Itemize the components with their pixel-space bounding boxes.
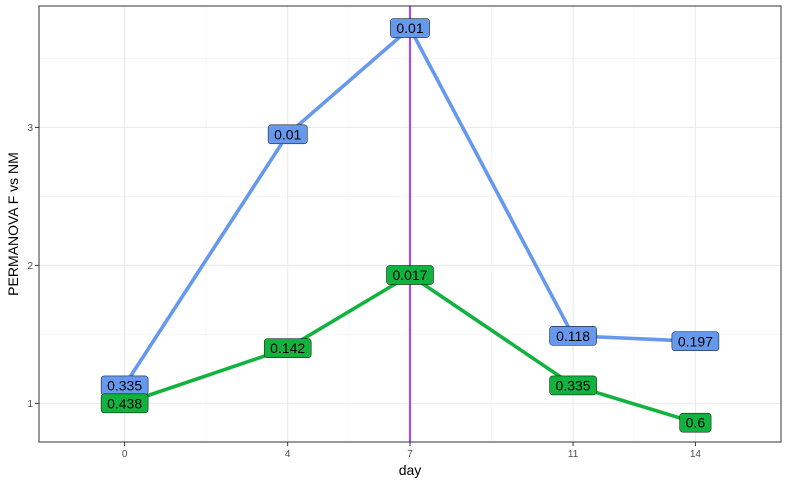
- series-2-data-label: 0.017: [392, 267, 427, 283]
- series-2-data-label: 0.6: [686, 415, 706, 431]
- x-tick-label: 14: [690, 449, 702, 460]
- series-2-data-label-box: [263, 338, 312, 358]
- y-tick-label: 3: [27, 123, 33, 134]
- x-tick-label: 11: [568, 449, 579, 460]
- series-1-data-label-box: [267, 124, 308, 145]
- series-2-data-label-box: [549, 375, 597, 396]
- x-tick-label: 0: [122, 449, 128, 460]
- y-axis-title: PERMANOVA F vs NM: [5, 152, 21, 296]
- series-1-data-label: 0.197: [678, 333, 713, 349]
- series-2-data-label-box: [100, 393, 149, 414]
- series-1-data-label-box: [549, 326, 597, 346]
- series-2-data-label-box: [679, 412, 712, 433]
- series-1-data-label: 0.01: [396, 20, 423, 36]
- series-2-data-label: 0.438: [107, 395, 142, 411]
- series-1-data-label: 0.118: [556, 328, 590, 344]
- series-1-data-label-box: [390, 18, 430, 38]
- series-1-data-label: 0.335: [107, 377, 142, 393]
- data-label-layer: 0.335 0.01 0.01 0.118 0.197 0.438 0.142 0.017 0.…: [100, 18, 720, 433]
- series-2-data-label-box: [386, 265, 434, 285]
- series-2-data-label: 0.335: [556, 377, 591, 393]
- y-tick-label: 2: [27, 261, 33, 272]
- y-tick-label: 1: [27, 399, 33, 410]
- x-axis-ticks: 0 4 7 11 14: [122, 442, 702, 460]
- y-axis-ticks: 1 2 3: [27, 123, 39, 410]
- series-1-data-label: 0.01: [274, 126, 301, 142]
- series-1-data-label-box: [671, 331, 720, 352]
- x-tick-label: 7: [407, 449, 413, 460]
- series-2-data-label: 0.142: [270, 340, 305, 356]
- x-tick-label: 4: [285, 449, 291, 460]
- x-axis-title: day: [399, 462, 422, 478]
